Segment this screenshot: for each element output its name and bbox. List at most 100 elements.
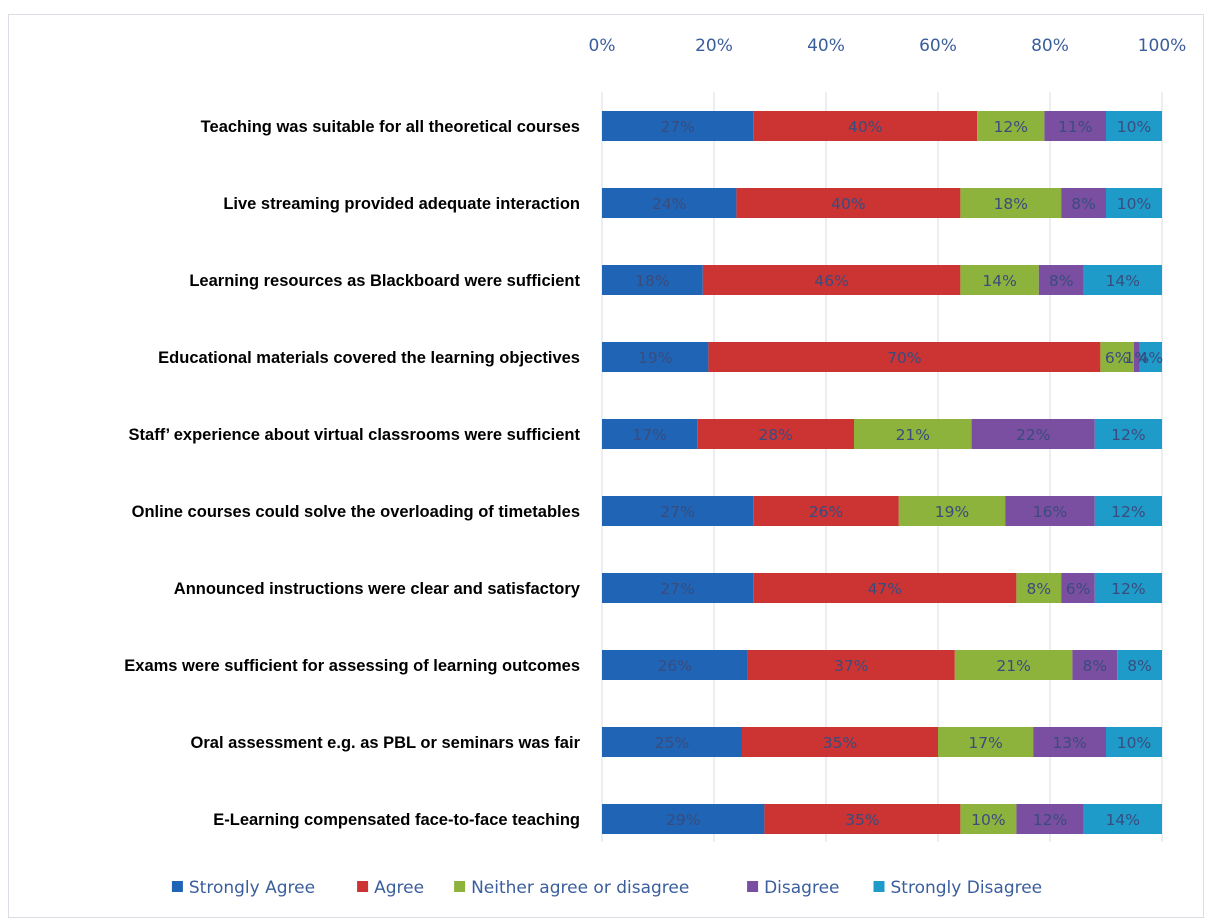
bar-segment [1094,419,1162,449]
x-tick-label: 100% [1138,36,1187,56]
data-label: 17% [968,734,1002,752]
bar-segment [1100,342,1134,372]
data-label: 8% [1027,580,1052,598]
bar-segment [753,496,899,526]
bar-segment [736,188,961,218]
data-label: 46% [814,272,848,290]
data-label: 29% [666,811,700,829]
bar-segment [971,419,1095,449]
bar-segment [1016,573,1062,603]
bar-segment [1044,111,1106,141]
x-tick-label: 60% [919,36,957,56]
legend-label: Neither agree or disagree [471,878,689,898]
data-label: 28% [758,426,792,444]
x-tick-label: 40% [807,36,845,56]
category-label: Learning resources as Blackboard were su… [189,272,580,290]
data-label: 25% [655,734,689,752]
data-label: 35% [823,734,857,752]
data-label: 26% [809,503,843,521]
data-label: 10% [971,811,1005,829]
bar-segment [960,804,1017,834]
bar-segment [1094,496,1162,526]
bar-segment [1117,650,1162,680]
legend-swatch [873,881,885,892]
data-label: 18% [635,272,669,290]
bar-segment [753,111,978,141]
data-label: 1% [1125,349,1150,367]
bars: 27% 40% 12% 11% 10% 24% 40% 18% 8% 10% 18% 46% 14% 8%… [602,111,1163,834]
bar-segment [708,342,1101,372]
data-label: 19% [935,503,969,521]
chart-frame [8,14,1204,918]
data-label: 8% [1127,657,1152,675]
bar-segment [1005,496,1095,526]
legend-swatch [357,881,369,892]
bar-segment [1072,650,1118,680]
bar-segment [1016,804,1084,834]
bar-segment [602,342,709,372]
category-label: Educational materials covered the learni… [158,349,580,367]
legend: Strongly Agree Agree Neither agree or disa… [171,878,1043,898]
bar-segment [602,727,742,757]
bar-segment [602,804,765,834]
bar-segment [1083,804,1162,834]
data-label: 11% [1058,118,1092,136]
category-label: Announced instructions were clear and sa… [174,580,581,598]
bar-segment [1061,573,1095,603]
data-label: 21% [896,426,930,444]
data-label: 13% [1052,734,1086,752]
data-label: 35% [845,811,879,829]
bar-segment [1033,727,1106,757]
bar-segment [960,265,1039,295]
legend-label: Strongly Agree [189,878,315,898]
data-label: 27% [660,503,694,521]
data-label: 8% [1083,657,1108,675]
data-label: 26% [658,657,692,675]
bar-segment [854,419,972,449]
bar-segment [1106,188,1162,218]
data-label: 8% [1071,195,1096,213]
data-label: 10% [1117,734,1151,752]
bar-segment [960,188,1062,218]
data-label: 24% [652,195,686,213]
legend-swatch [171,881,183,892]
bar-segment [747,650,955,680]
bar-segment [742,727,938,757]
bar-segment [954,650,1073,680]
bar-segment [898,496,1006,526]
bar-segment [1038,265,1084,295]
bar-segment [602,573,754,603]
data-label: 40% [848,118,882,136]
bar-segment [1094,573,1162,603]
x-tick-label: 20% [695,36,733,56]
bar-segment [1106,111,1162,141]
data-label: 16% [1033,503,1067,521]
data-label: 12% [1033,811,1067,829]
legend-label: Disagree [764,878,839,898]
x-tick-label: 0% [589,36,616,56]
data-label: 12% [1111,580,1145,598]
bar-segment [1134,342,1140,372]
bar-segment [702,265,961,295]
bar-segment [697,419,854,449]
bar-segment [753,573,1017,603]
bar-segment [1061,188,1106,218]
legend-swatch [454,881,466,892]
x-axis-ticks: 0% 20% 40% 60% 80% 100% [589,36,1187,56]
category-label: Live streaming provided adequate interac… [223,195,580,213]
data-label: 27% [660,118,694,136]
data-label: 47% [868,580,902,598]
legend-swatch [747,881,759,892]
bar-segment [602,265,703,295]
legend-label: Strongly Disagree [891,878,1043,898]
bar-segment [602,496,754,526]
data-label: 14% [982,272,1016,290]
data-label: 12% [1111,426,1145,444]
data-label: 12% [994,118,1028,136]
data-label: 6% [1105,349,1130,367]
data-label: 19% [638,349,672,367]
data-label: 14% [1106,811,1140,829]
data-label: 10% [1117,195,1151,213]
data-label: 21% [996,657,1030,675]
data-label: 8% [1049,272,1074,290]
